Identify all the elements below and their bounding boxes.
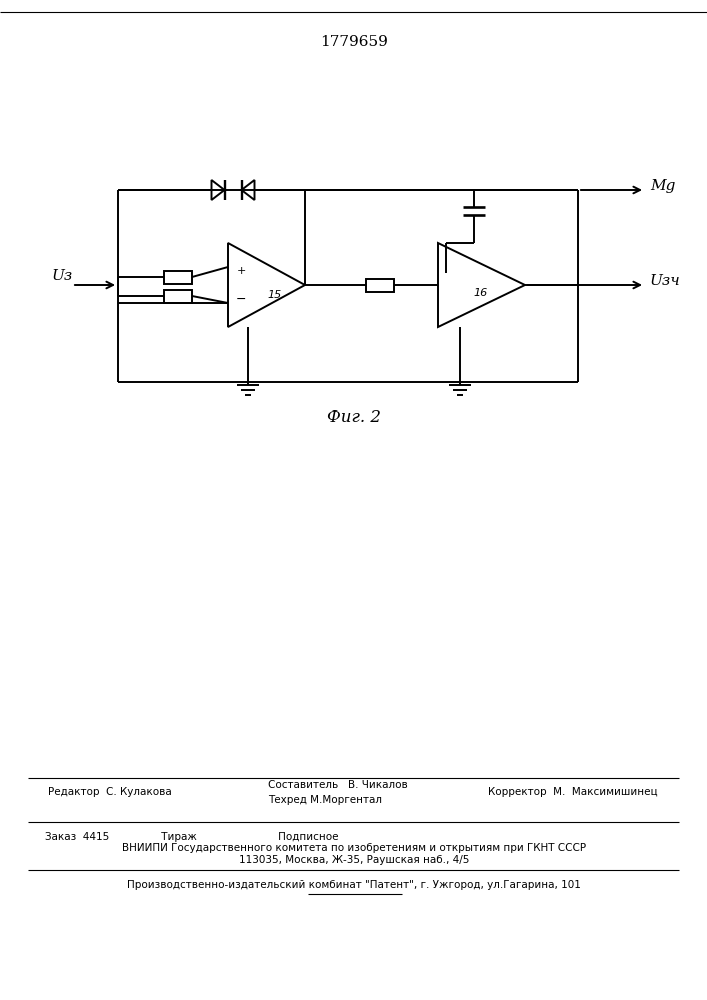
Text: Корректор  М.  Максимишинец: Корректор М. Максимишинец	[488, 787, 658, 797]
Text: Техред М.Моргентал: Техред М.Моргентал	[268, 795, 382, 805]
Text: Редактор  С. Кулакова: Редактор С. Кулакова	[48, 787, 172, 797]
Bar	[164, 270, 192, 284]
Text: 1779659: 1779659	[320, 35, 388, 49]
Bar	[366, 278, 394, 292]
Text: −: −	[235, 292, 246, 306]
Text: Uз: Uз	[52, 269, 73, 283]
Text: Фиг. 2: Фиг. 2	[327, 410, 381, 426]
Text: Uзч: Uзч	[650, 274, 681, 288]
Text: 15: 15	[268, 290, 282, 300]
Text: ВНИИПИ Государственного комитета по изобретениям и открытиям при ГКНТ СССР: ВНИИПИ Государственного комитета по изоб…	[122, 843, 586, 853]
Bar	[164, 290, 192, 302]
Text: 16: 16	[474, 288, 488, 298]
Text: Заказ  4415                Тираж                         Подписное: Заказ 4415 Тираж Подписное	[45, 832, 339, 842]
Text: 113035, Москва, Ж-35, Раушская наб., 4/5: 113035, Москва, Ж-35, Раушская наб., 4/5	[239, 855, 469, 865]
Text: Производственно-издательский комбинат "Патент", г. Ужгород, ул.Гагарина, 101: Производственно-издательский комбинат "П…	[127, 880, 581, 890]
Text: Mg: Mg	[650, 179, 675, 193]
Text: +: +	[236, 266, 246, 276]
Text: Составитель   В. Чикалов: Составитель В. Чикалов	[268, 780, 408, 790]
